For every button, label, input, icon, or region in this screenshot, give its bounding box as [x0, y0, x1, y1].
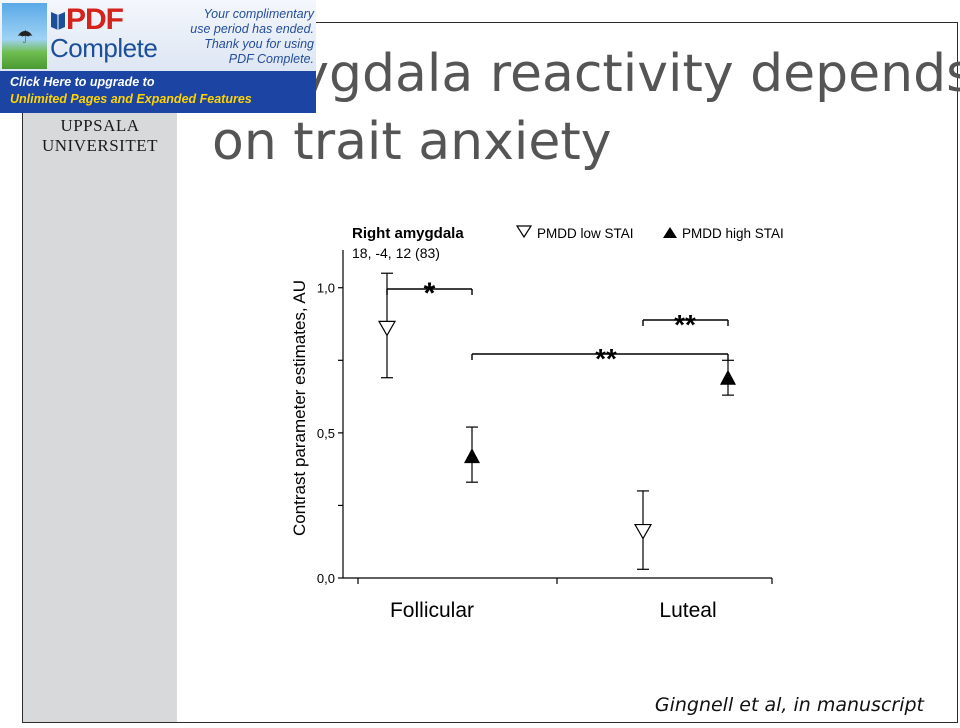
- chart-subtitle: 18, -4, 12 (83): [352, 245, 440, 261]
- chart-legend: PMDD low STAI PMDD high STAI: [515, 225, 784, 241]
- university-name-line1: UPPSALA: [60, 116, 140, 135]
- data-point: [720, 359, 736, 396]
- y-axis-label: Contrast parameter estimates, AU: [290, 280, 309, 536]
- slide-sidebar: [23, 23, 177, 722]
- university-logo: UPPSALA UNIVERSITET: [30, 116, 170, 156]
- data-point: [464, 426, 480, 483]
- banner-brand-complete: Complete: [50, 33, 158, 63]
- university-name-line2: UNIVERSITET: [42, 136, 158, 155]
- marker-high-stai: [464, 448, 480, 464]
- y-tick-label: 1,0: [317, 281, 335, 296]
- y-tick-label: 0,0: [317, 571, 335, 586]
- upgrade-link-line2[interactable]: Unlimited Pages and Expanded Features: [10, 92, 252, 106]
- slide-title: Amygdala reactivity depends on trait anx…: [212, 40, 960, 176]
- significance-annotations: *****: [386, 277, 729, 374]
- banner-message-line3: Thank you for using: [204, 37, 314, 51]
- pdf-complete-banner[interactable]: ☂ PDF Complete Your complimentary use pe…: [0, 0, 316, 113]
- slide-title-line2: on trait anxiety: [212, 112, 612, 172]
- significance-bracket: **: [471, 343, 729, 374]
- citation: Gingnell et al, in manuscript: [654, 694, 924, 716]
- banner-upgrade-bar[interactable]: [0, 71, 316, 113]
- significance-label: **: [674, 309, 696, 340]
- data-point: [633, 490, 653, 570]
- legend-marker-low-stai: [515, 225, 533, 239]
- marker-low-stai: [377, 320, 397, 337]
- chart-title: Right amygdala: [352, 225, 464, 242]
- significance-bracket: **: [642, 309, 729, 340]
- legend-marker-high-stai: [663, 227, 677, 238]
- book-icon: [51, 12, 65, 30]
- upgrade-link[interactable]: Click Here to upgrade to Unlimited Pages…: [10, 74, 252, 108]
- y-axis: 0,0 0,5 1,0: [317, 250, 344, 586]
- banner-message-line4: PDF Complete.: [228, 52, 314, 66]
- x-tick-label: Luteal: [659, 599, 716, 622]
- data-point: [377, 272, 397, 379]
- x-axis: Follicular Luteal: [343, 577, 773, 622]
- legend-label-low-stai: PMDD low STAI: [537, 226, 634, 241]
- banner-message-line2: use period has ended.: [190, 22, 314, 36]
- banner-brand-pdf: PDF: [66, 3, 124, 36]
- banner-message-line1: Your complimentary: [203, 7, 314, 21]
- banner-message: Your complimentary use period has ended.…: [168, 7, 314, 67]
- chart-background: [291, 222, 784, 620]
- chart-marks: [377, 272, 736, 570]
- umbrella-person-icon: ☂: [17, 27, 34, 47]
- pdf-complete-logo-icon: ☂: [2, 3, 47, 69]
- marker-low-stai: [633, 523, 653, 540]
- significance-label: **: [595, 343, 617, 374]
- significance-label: *: [424, 277, 436, 310]
- slide-title-line1: Amygdala reactivity depends: [212, 44, 960, 104]
- marker-high-stai: [720, 369, 736, 385]
- banner-top-panel: [0, 0, 316, 71]
- upgrade-link-line1[interactable]: Click Here to upgrade to: [10, 75, 155, 89]
- x-tick-label: Follicular: [390, 599, 474, 622]
- legend-label-high-stai: PMDD high STAI: [682, 226, 784, 241]
- y-tick-label: 0,5: [317, 426, 335, 441]
